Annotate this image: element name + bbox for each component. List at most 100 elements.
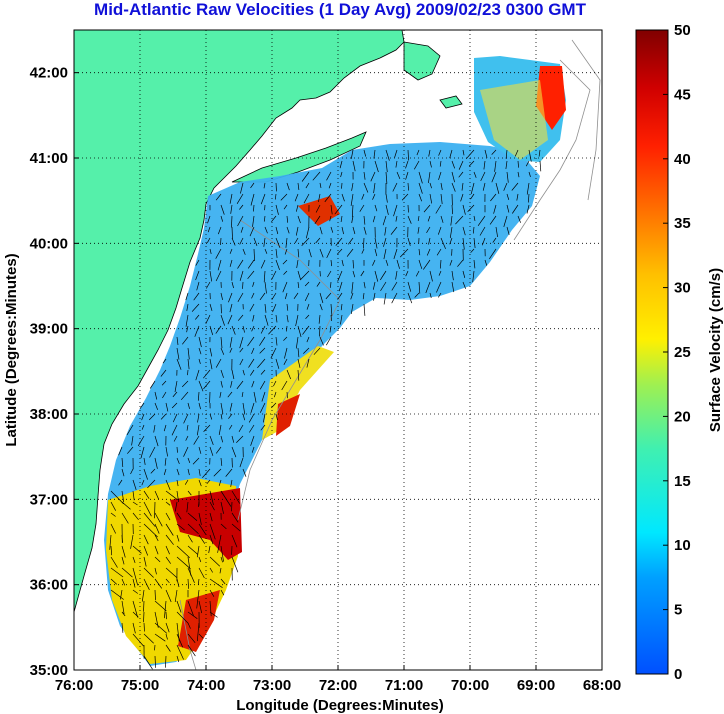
velocity-vector xyxy=(165,578,170,584)
velocity-vector xyxy=(250,193,255,206)
velocity-vector xyxy=(470,182,475,195)
velocity-vector xyxy=(231,523,241,532)
velocity-vector xyxy=(297,215,301,224)
velocity-vector xyxy=(330,314,332,322)
velocity-vector xyxy=(275,314,278,323)
velocity-vector xyxy=(206,237,211,243)
velocity-vector xyxy=(206,479,211,485)
velocity-vector xyxy=(197,578,200,585)
velocity-vector xyxy=(477,215,486,227)
velocity-vector xyxy=(407,237,411,246)
velocity-vector xyxy=(511,182,519,191)
velocity-vector xyxy=(176,633,184,648)
velocity-vector xyxy=(242,325,245,333)
velocity-vector xyxy=(209,358,213,370)
velocity-vector xyxy=(352,270,356,278)
island-nantucket xyxy=(439,95,463,109)
velocity-vector xyxy=(219,391,222,398)
velocity-vector xyxy=(180,391,189,401)
velocity-vector xyxy=(154,490,160,500)
velocity-vector xyxy=(301,237,310,246)
velocity-vector xyxy=(383,237,387,247)
y-tick-label: 42:00 xyxy=(30,65,68,82)
velocity-vector xyxy=(462,281,467,290)
velocity-vector xyxy=(176,358,182,370)
velocity-vector xyxy=(109,534,112,550)
velocity-vector xyxy=(393,248,398,260)
velocity-vector xyxy=(154,391,158,400)
velocity-vector xyxy=(373,292,376,301)
velocity-vector xyxy=(187,347,190,360)
velocity-vector xyxy=(449,259,453,266)
velocity-vector xyxy=(438,270,442,276)
velocity-vector xyxy=(209,248,212,254)
velocity-vector xyxy=(352,259,354,269)
velocity-vector xyxy=(242,402,246,415)
velocity-vector xyxy=(250,435,255,446)
velocity-vector xyxy=(249,303,255,312)
velocity-vector xyxy=(197,413,200,423)
velocity-vector xyxy=(503,215,508,227)
velocity-vector xyxy=(297,270,302,281)
velocity-vector xyxy=(132,501,138,506)
velocity-vector xyxy=(407,149,409,161)
velocity-vector xyxy=(472,226,475,234)
velocity-vector xyxy=(215,358,222,368)
velocity-vector xyxy=(154,655,156,668)
velocity-vector xyxy=(396,259,400,269)
velocity-vector xyxy=(132,512,139,521)
velocity-vector xyxy=(295,226,299,236)
velocity-vector xyxy=(198,347,202,355)
velocity-vector xyxy=(215,248,222,259)
velocity-vector xyxy=(209,556,221,567)
velocity-vector xyxy=(202,468,211,479)
velocity-vector xyxy=(319,325,321,337)
velocity-vector xyxy=(203,424,211,432)
velocity-vector xyxy=(195,314,200,320)
velocity-vector xyxy=(143,523,158,538)
velocity-vector xyxy=(231,325,236,335)
velocity-vector xyxy=(451,204,453,215)
velocity-vector xyxy=(220,292,223,300)
y-tick-label: 35:00 xyxy=(30,662,68,679)
velocity-vector xyxy=(384,226,387,236)
velocity-vector xyxy=(154,644,156,651)
velocity-vector xyxy=(231,556,239,573)
velocity-vector xyxy=(449,149,453,159)
velocity-vector xyxy=(132,556,136,564)
velocity-vector xyxy=(260,193,266,205)
velocity-vector xyxy=(451,281,455,293)
velocity-vector xyxy=(264,303,267,313)
velocity-vector xyxy=(330,226,334,233)
velocity-vector xyxy=(165,622,170,633)
velocity-vector xyxy=(304,281,310,287)
velocity-vector xyxy=(229,193,233,204)
velocity-vector xyxy=(198,556,202,563)
velocity-vector xyxy=(338,281,343,292)
velocity-vector xyxy=(191,303,200,312)
velocity-vector xyxy=(401,193,409,201)
velocity-vector xyxy=(231,446,237,458)
grid-lines xyxy=(74,30,602,670)
velocity-vector xyxy=(198,468,201,476)
velocity-vector xyxy=(208,545,211,554)
velocity-vector xyxy=(305,226,310,239)
velocity-vector xyxy=(275,237,281,248)
velocity-vector xyxy=(154,622,168,634)
velocity-vector xyxy=(215,446,222,454)
velocity-vector xyxy=(506,226,510,235)
velocity-vector xyxy=(236,193,244,204)
velocity-vector xyxy=(110,523,117,534)
velocity-vector xyxy=(121,622,124,633)
velocity-vector xyxy=(283,270,288,275)
velocity-vector xyxy=(187,545,199,555)
velocity-vector xyxy=(176,490,179,503)
velocity-vector xyxy=(209,270,213,282)
velocity-vector xyxy=(489,215,497,225)
velocity-vector xyxy=(286,369,292,380)
velocity-vector xyxy=(484,149,488,158)
bathymetry-contours xyxy=(179,39,601,670)
velocity-vector xyxy=(143,501,152,517)
velocity-vector xyxy=(490,193,497,202)
velocity-vector xyxy=(363,303,366,316)
